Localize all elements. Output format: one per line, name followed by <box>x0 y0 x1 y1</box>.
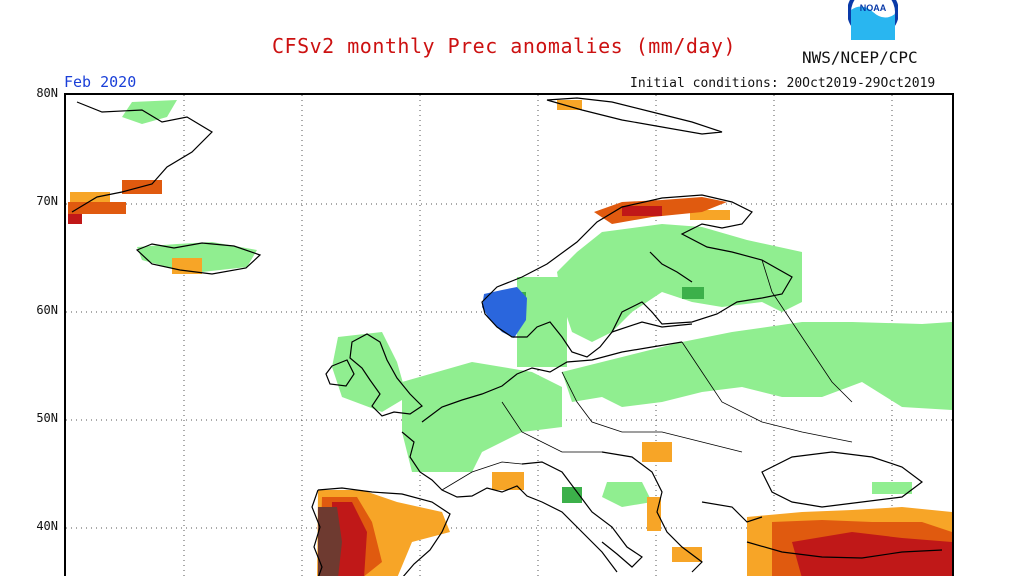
noaa-logo-text: NOAA <box>860 3 887 13</box>
map-frame <box>64 93 954 576</box>
initial-conditions: Initial conditions: 20Oct2019-29Oct2019 <box>630 76 936 91</box>
lat-label-80n: 80N <box>36 86 58 100</box>
lat-label-40n: 40N <box>36 519 58 533</box>
wet-anomaly-strong <box>482 287 527 338</box>
noaa-logo-icon: NOAA <box>848 0 898 41</box>
lat-label-50n: 50N <box>36 411 58 425</box>
agency-label: NWS/NCEP/CPC <box>802 48 918 67</box>
coastlines <box>71 97 943 576</box>
lat-label-60n: 60N <box>36 303 58 317</box>
lat-label-70n: 70N <box>36 194 58 208</box>
map-title: CFSv2 monthly Prec anomalies (mm/day) <box>272 34 737 58</box>
dry-anomaly-extreme <box>318 507 342 576</box>
dry-anomaly-strong <box>68 206 952 576</box>
wet-anomaly-light <box>122 100 952 507</box>
anomaly-map <box>66 95 952 576</box>
forecast-period: Feb 2020 <box>64 73 137 91</box>
